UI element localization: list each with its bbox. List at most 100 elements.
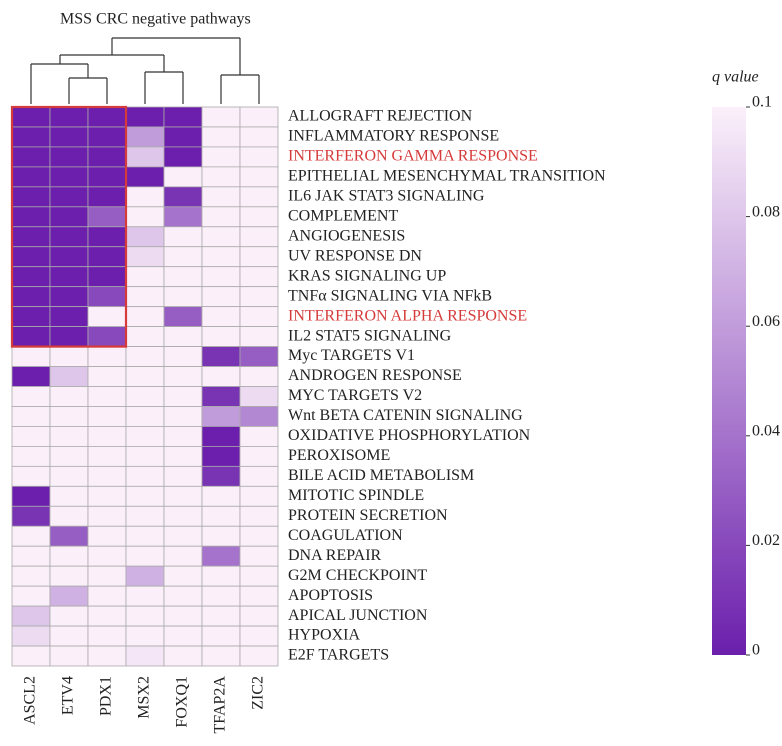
dendrogram: [30, 37, 260, 104]
cell: [125, 445, 165, 467]
column-label: TFAP2A: [212, 676, 229, 734]
row-label: HYPOXIA: [288, 627, 360, 644]
cell: [163, 146, 203, 168]
cell: [239, 605, 279, 627]
cell: [163, 266, 203, 288]
cell: [87, 106, 127, 128]
cell: [163, 406, 203, 427]
cell: [201, 426, 241, 447]
cell: [87, 206, 127, 228]
colorbar-tick-label: 0.06: [752, 313, 780, 330]
cell: [125, 246, 165, 268]
row-label: E2F TARGETS: [288, 647, 389, 664]
row-label: DNA REPAIR: [288, 547, 382, 564]
cell: [87, 146, 127, 168]
cell: [49, 206, 89, 228]
cell: [163, 505, 203, 527]
cell: [201, 545, 241, 567]
cell: [49, 126, 89, 148]
cell: [49, 445, 89, 467]
cell: [49, 605, 89, 627]
cell: [201, 106, 241, 128]
cell: [49, 485, 89, 507]
cell: [87, 286, 127, 308]
cell: [239, 286, 279, 308]
cell: [201, 406, 241, 427]
cell: [11, 146, 51, 168]
cell: [11, 166, 51, 188]
cell: [87, 326, 127, 347]
cell: [239, 306, 279, 328]
colorbar-tick-label: 0.1: [752, 94, 772, 111]
cell: [87, 545, 127, 567]
row-label: OXIDATIVE PHOSPHORYLATION: [288, 427, 531, 444]
cell: [11, 485, 51, 507]
row-label: ANDROGEN RESPONSE: [288, 367, 462, 384]
colorbar-tick-label: 0.04: [752, 422, 780, 439]
row-label: TNFα SIGNALING VIA NFkB: [288, 287, 492, 304]
cell: [201, 625, 241, 647]
colorbar: [712, 107, 746, 655]
cell: [125, 346, 165, 367]
cell: [11, 565, 51, 587]
cell: [163, 525, 203, 547]
cell: [11, 186, 51, 208]
cell: [163, 645, 203, 667]
row-label: Wnt BETA CATENIN SIGNALING: [288, 407, 523, 424]
cell: [125, 426, 165, 447]
cell: [201, 645, 241, 667]
cell: [239, 406, 279, 427]
cell: [163, 346, 203, 367]
cell: [163, 206, 203, 228]
cell: [239, 485, 279, 507]
column-label: PDX1: [98, 676, 115, 716]
cell: [163, 106, 203, 128]
row-label: IL2 STAT5 SIGNALING: [288, 327, 452, 344]
cell: [11, 426, 51, 447]
cell: [11, 326, 51, 347]
cell: [201, 366, 241, 387]
cell: [49, 525, 89, 547]
row-label: PROTEIN SECRETION: [288, 507, 448, 524]
highlight-box: [10, 105, 128, 348]
cell: [239, 465, 279, 487]
cell: [87, 485, 127, 507]
colorbar-tick-label: 0: [752, 642, 760, 659]
row-label: PEROXISOME: [288, 447, 390, 464]
cell: [49, 226, 89, 248]
cell: [11, 366, 51, 387]
cell: [239, 445, 279, 467]
row-label: UV RESPONSE DN: [288, 247, 422, 264]
cell: [49, 545, 89, 567]
cell: [49, 406, 89, 427]
cell: [125, 326, 165, 347]
cell: [239, 585, 279, 607]
cell: [87, 645, 127, 667]
cell: [87, 406, 127, 427]
cell: [11, 445, 51, 467]
cell: [163, 246, 203, 268]
cell: [11, 585, 51, 607]
cell: [163, 326, 203, 347]
cell: [87, 585, 127, 607]
row-label: INFLAMMATORY RESPONSE: [288, 128, 499, 145]
cell: [125, 545, 165, 567]
cell: [87, 605, 127, 627]
cell: [239, 326, 279, 347]
cell: [201, 166, 241, 188]
cell: [11, 545, 51, 567]
cell: [11, 286, 51, 308]
row-label: ANGIOGENESIS: [288, 227, 405, 244]
cell: [239, 545, 279, 567]
colorbar-tick-label: 0.08: [752, 203, 780, 220]
cell: [49, 645, 89, 667]
cell: [201, 565, 241, 587]
cell: [239, 565, 279, 587]
cell: [239, 645, 279, 667]
cell: [239, 106, 279, 128]
cell: [125, 306, 165, 328]
colorbar-label: q value: [712, 69, 759, 86]
cell: [201, 585, 241, 607]
cell: [125, 366, 165, 387]
cell: [201, 306, 241, 328]
